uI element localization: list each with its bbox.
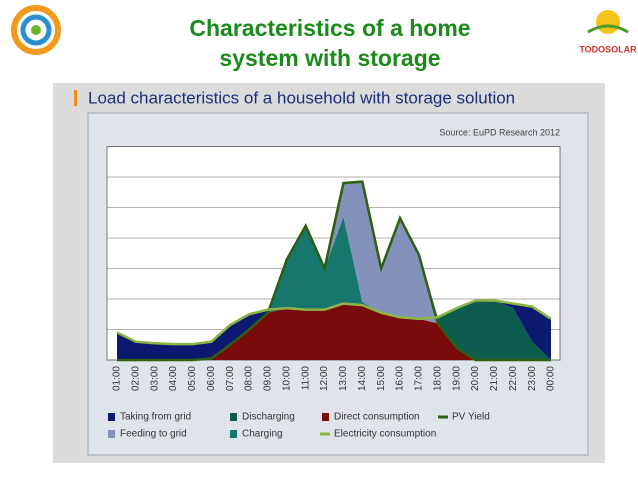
x-tick-label: 01:00 [112, 366, 123, 391]
legend-label: Taking from grid [120, 412, 191, 423]
legend-label: Discharging [242, 412, 295, 423]
legend-marker [108, 413, 115, 421]
x-tick-label: 19:00 [451, 366, 462, 391]
title-marker [74, 90, 77, 106]
line [116, 299, 552, 346]
x-tick-label: 11:00 [300, 366, 311, 391]
left-logo [11, 5, 61, 55]
x-tick-label: 02:00 [131, 366, 142, 391]
x-tick-label: 04:00 [168, 366, 179, 391]
logo-text: TODOSOLAR [579, 44, 637, 54]
x-tick-label: 22:00 [508, 366, 519, 391]
chart-title: Load characteristics of a household with… [88, 88, 515, 107]
x-tick-label: 17:00 [414, 366, 425, 391]
x-tick-label: 15:00 [376, 366, 387, 391]
area [117, 303, 551, 360]
x-tick-label: 21:00 [489, 366, 500, 391]
legend-marker [230, 430, 237, 438]
slide-title: system with storage [219, 45, 440, 71]
x-tick-label: 13:00 [338, 366, 349, 391]
legend-marker [438, 415, 448, 419]
legend-label: PV Yield [452, 412, 490, 423]
line [117, 180, 551, 362]
x-tick-label: 09:00 [263, 366, 274, 391]
x-tick-label: 14:00 [357, 366, 368, 391]
x-tick-label: 08:00 [244, 366, 255, 391]
legend-marker [108, 430, 115, 438]
legend-label: Charging [242, 429, 283, 440]
x-tick-label: 23:00 [527, 366, 538, 391]
legend-marker [322, 413, 329, 421]
area [117, 216, 551, 360]
slide-title: Characteristics of a home [189, 15, 470, 41]
legend-label: Feeding to grid [120, 429, 187, 440]
x-tick-label: 03:00 [149, 366, 160, 391]
legend-label: Direct consumption [334, 412, 420, 423]
right-logo: TODOSOLAR [579, 10, 637, 54]
x-tick-label: 12:00 [319, 366, 330, 391]
x-tick-label: 05:00 [187, 366, 198, 391]
legend-marker [320, 432, 330, 436]
x-tick-label: 00:00 [546, 366, 557, 391]
legend-marker [230, 413, 237, 421]
x-tick-label: 06:00 [206, 366, 217, 391]
source: Source: EuPD Research 2012 [439, 127, 560, 137]
x-tick-label: 07:00 [225, 366, 236, 391]
x-tick-label: 16:00 [395, 366, 406, 391]
x-tick-label: 10:00 [281, 366, 292, 391]
x-tick-label: 20:00 [470, 366, 481, 391]
x-tick-label: 18:00 [432, 366, 443, 391]
legend-label: Electricity consumption [334, 429, 436, 440]
